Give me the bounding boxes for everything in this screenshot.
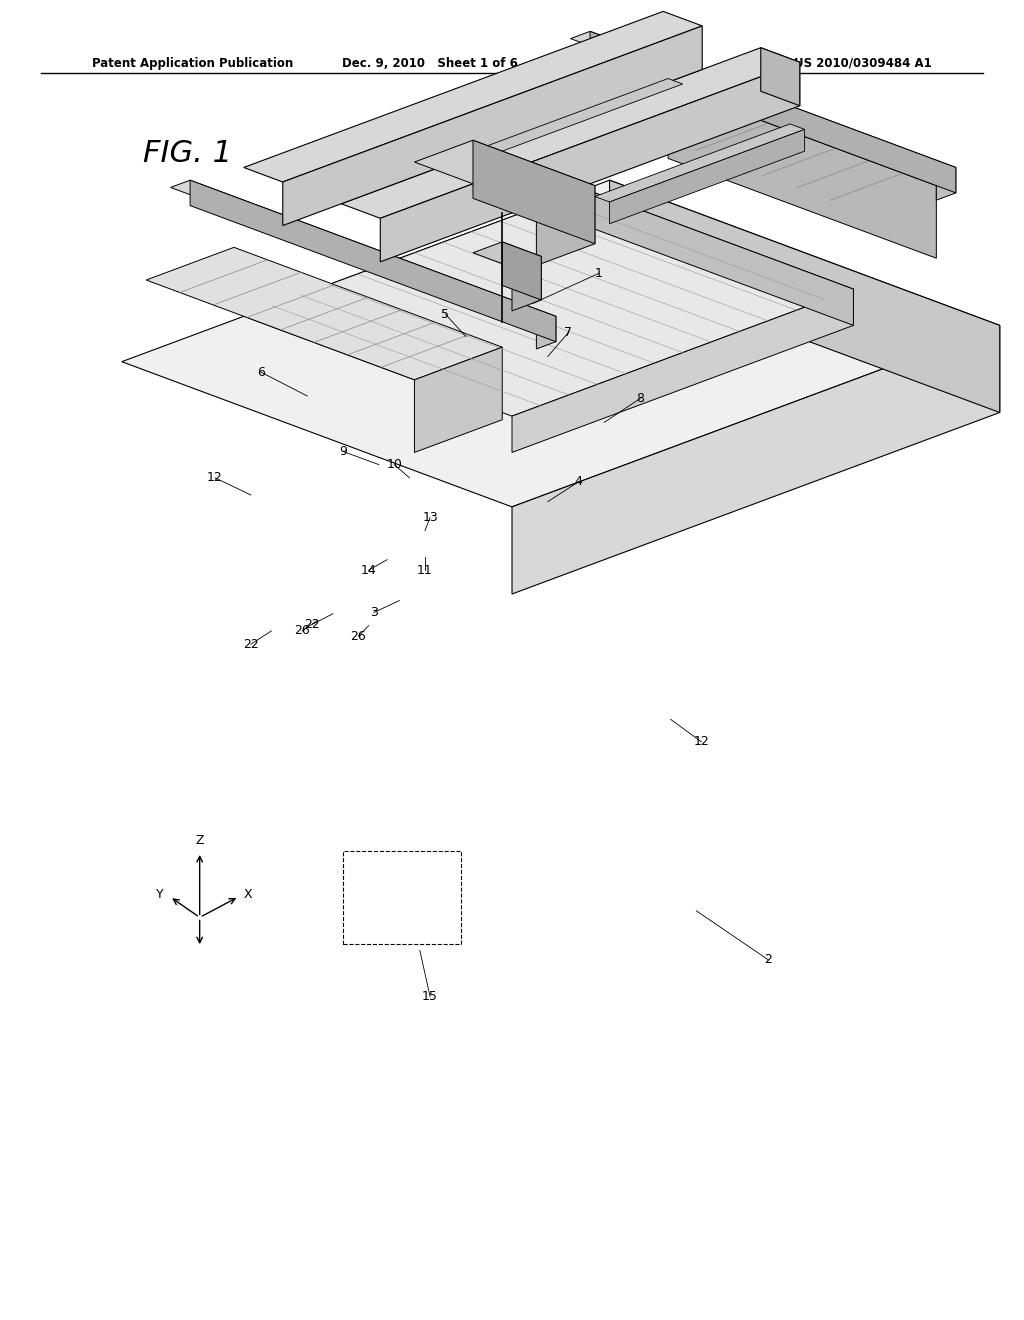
Text: 2: 2 <box>764 953 772 966</box>
Polygon shape <box>761 48 800 106</box>
Polygon shape <box>512 289 853 453</box>
Polygon shape <box>590 32 955 193</box>
Polygon shape <box>595 124 805 202</box>
Polygon shape <box>936 168 955 201</box>
Text: FIG. 1: FIG. 1 <box>143 139 232 168</box>
Text: 9: 9 <box>339 445 347 458</box>
Polygon shape <box>473 140 595 244</box>
FancyBboxPatch shape <box>343 851 461 944</box>
Text: 22: 22 <box>304 618 321 631</box>
Polygon shape <box>473 242 542 267</box>
Text: 6: 6 <box>257 366 265 379</box>
Text: 22: 22 <box>243 638 259 651</box>
Polygon shape <box>537 317 556 348</box>
Polygon shape <box>585 189 853 325</box>
Polygon shape <box>570 32 955 174</box>
Text: 15: 15 <box>422 990 438 1003</box>
Polygon shape <box>595 86 936 213</box>
Text: 8: 8 <box>636 392 644 405</box>
Polygon shape <box>380 62 800 261</box>
Text: 5: 5 <box>441 308 450 321</box>
Text: Z: Z <box>196 834 204 847</box>
Text: 7: 7 <box>564 326 572 339</box>
Polygon shape <box>609 181 999 412</box>
Text: Y: Y <box>156 888 164 902</box>
Text: Dec. 9, 2010   Sheet 1 of 6: Dec. 9, 2010 Sheet 1 of 6 <box>342 57 518 70</box>
Polygon shape <box>473 79 683 157</box>
Polygon shape <box>415 347 502 453</box>
Text: US 2010/0309484 A1: US 2010/0309484 A1 <box>794 57 932 70</box>
Polygon shape <box>415 140 595 207</box>
Text: 1: 1 <box>595 267 603 280</box>
Polygon shape <box>244 189 853 416</box>
Polygon shape <box>190 180 556 342</box>
Polygon shape <box>512 256 542 310</box>
Text: 12: 12 <box>693 735 710 748</box>
Text: 12: 12 <box>207 471 223 484</box>
Text: X: X <box>244 888 252 902</box>
Text: 26: 26 <box>294 624 310 638</box>
Text: 4: 4 <box>574 475 583 488</box>
Polygon shape <box>668 86 936 259</box>
Polygon shape <box>609 129 805 223</box>
Polygon shape <box>146 247 502 380</box>
Polygon shape <box>537 186 595 265</box>
Text: 13: 13 <box>422 511 438 524</box>
Polygon shape <box>512 325 999 594</box>
Polygon shape <box>122 181 999 507</box>
Text: 3: 3 <box>370 606 378 619</box>
Text: 10: 10 <box>386 458 402 471</box>
Text: 14: 14 <box>360 564 377 577</box>
Polygon shape <box>244 12 702 182</box>
Polygon shape <box>283 26 702 226</box>
Text: 11: 11 <box>417 564 433 577</box>
Polygon shape <box>341 48 800 218</box>
Polygon shape <box>502 242 542 300</box>
Text: Patent Application Publication: Patent Application Publication <box>92 57 294 70</box>
Text: 26: 26 <box>350 630 367 643</box>
Polygon shape <box>171 180 556 323</box>
